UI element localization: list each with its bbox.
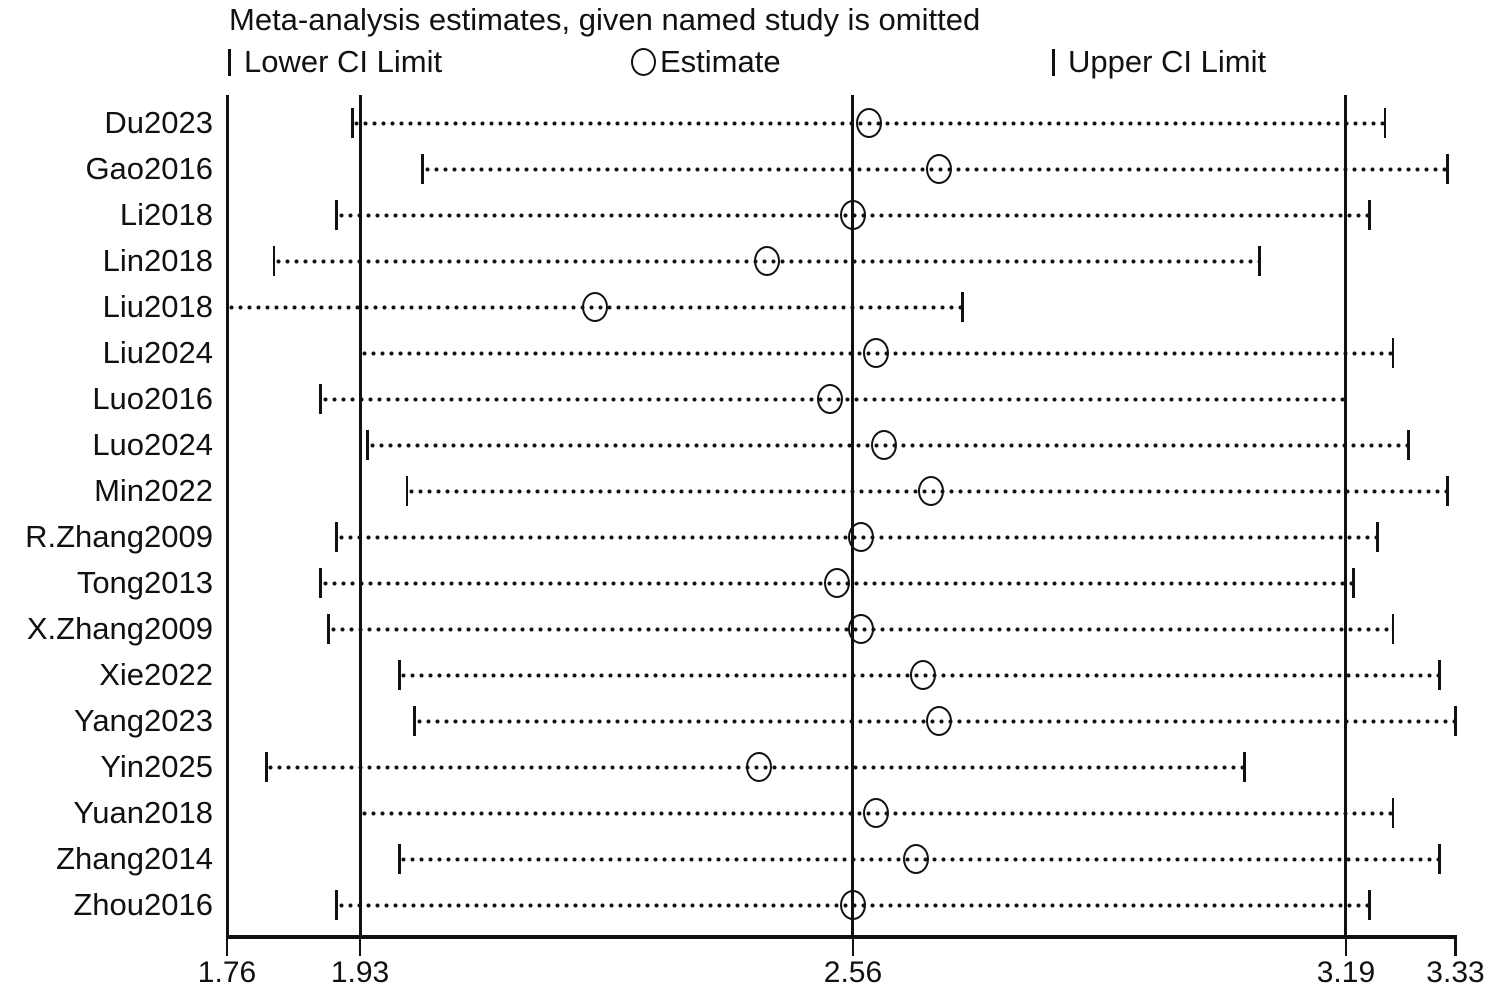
study-label: Luo2016: [92, 381, 213, 416]
upper-ci-tick: [1391, 614, 1395, 644]
reference-line-2.56: [851, 95, 855, 937]
lower-ci-tick: [397, 844, 401, 874]
estimate-marker: [824, 568, 851, 598]
lower-ci-tick: [264, 752, 268, 782]
lower-ci-tick: [319, 568, 323, 598]
study-label: Zhang2014: [56, 841, 213, 876]
estimate-marker: [847, 614, 874, 644]
lower-ci-tick: [335, 890, 338, 920]
upper-ci-tick: [1391, 338, 1395, 368]
lower-ci-tick: [358, 338, 362, 368]
estimate-marker: [918, 476, 945, 506]
study-label: Min2022: [94, 473, 213, 508]
x-axis-tick-label: 3.19: [1316, 956, 1376, 989]
chart-title: Meta-analysis estimates, given named stu…: [229, 2, 981, 37]
upper-ci-tick-icon: [1052, 48, 1055, 76]
lower-ci-tick: [335, 522, 338, 552]
study-label: Zhou2016: [73, 887, 213, 922]
legend-estimate-label: Estimate: [660, 44, 781, 79]
reference-line-1.93: [358, 95, 362, 937]
estimate-marker: [926, 154, 953, 184]
estimate-marker: [855, 108, 882, 138]
x-axis-tick: [1454, 938, 1457, 956]
lower-ci-tick: [397, 660, 401, 690]
upper-ci-tick: [1438, 660, 1442, 690]
study-label: Yuan2018: [73, 795, 213, 830]
study-label: Luo2024: [92, 427, 213, 462]
x-axis-line: [225, 935, 1457, 939]
lower-ci-tick: [319, 384, 323, 414]
upper-ci-tick: [1375, 522, 1379, 552]
reference-line-3.19: [1344, 95, 1348, 937]
lower-ci-tick: [225, 292, 229, 322]
lower-ci-tick-icon: [228, 48, 231, 76]
x-axis-tick: [1344, 938, 1348, 956]
study-label: X.Zhang2009: [26, 611, 213, 646]
study-label: Li2018: [119, 197, 213, 232]
study-label: Yang2023: [73, 703, 213, 738]
estimate-marker: [847, 522, 874, 552]
study-label: R.Zhang2009: [25, 519, 213, 554]
x-axis-tick: [851, 938, 855, 956]
upper-ci-tick: [961, 292, 964, 322]
x-axis-tick-label: 2.56: [823, 956, 883, 989]
x-axis-tick-label: 3.33: [1426, 956, 1485, 989]
upper-ci-tick: [1352, 568, 1356, 598]
lower-ci-tick: [413, 706, 417, 736]
lower-ci-tick: [327, 614, 331, 644]
study-label: Liu2024: [102, 335, 213, 370]
estimate-marker: [753, 246, 780, 276]
upper-ci-tick: [1368, 890, 1371, 920]
study-label: Tong2013: [76, 565, 213, 600]
study-label: Liu2018: [102, 289, 213, 324]
lower-ci-tick: [366, 430, 370, 460]
estimate-marker: [871, 430, 898, 460]
estimate-circle-icon: [631, 48, 656, 76]
legend-estimate: Estimate: [631, 44, 781, 80]
estimate-marker: [581, 292, 608, 322]
legend-upper-ci: Upper CI Limit: [1052, 44, 1266, 80]
estimate-marker: [839, 890, 866, 920]
lower-ci-tick: [350, 108, 354, 138]
study-label: Yin2025: [100, 749, 213, 784]
study-label: Gao2016: [85, 151, 213, 186]
estimate-marker: [863, 338, 890, 368]
lower-ci-tick: [421, 154, 425, 184]
estimate-marker: [746, 752, 773, 782]
upper-ci-tick: [1407, 430, 1410, 460]
lower-ci-tick: [358, 798, 362, 828]
upper-ci-tick: [1258, 246, 1262, 276]
reference-line-1.76: [225, 95, 229, 937]
estimate-marker: [816, 384, 843, 414]
legend-upper-ci-label: Upper CI Limit: [1068, 44, 1267, 79]
study-label: Xie2022: [99, 657, 213, 692]
lower-ci-tick: [272, 246, 276, 276]
upper-ci-tick: [1242, 752, 1246, 782]
study-label: Lin2018: [102, 243, 213, 278]
estimate-marker: [839, 200, 866, 230]
upper-ci-tick: [1344, 384, 1348, 414]
x-axis-tick: [358, 938, 362, 956]
upper-ci-tick: [1446, 154, 1450, 184]
estimate-marker: [926, 706, 953, 736]
estimate-marker: [902, 844, 929, 874]
x-axis-tick-label: 1.76: [197, 956, 257, 989]
x-axis-tick-label: 1.93: [330, 956, 390, 989]
upper-ci-tick: [1368, 200, 1371, 230]
x-axis-tick: [225, 938, 229, 956]
estimate-marker: [910, 660, 937, 690]
upper-ci-tick: [1383, 108, 1387, 138]
lower-ci-tick: [335, 200, 338, 230]
upper-ci-tick: [1454, 706, 1457, 736]
estimate-marker: [863, 798, 890, 828]
legend-lower-ci-label: Lower CI Limit: [244, 44, 443, 79]
legend-lower-ci: Lower CI Limit: [228, 44, 442, 80]
study-label: Du2023: [104, 105, 213, 140]
lower-ci-tick: [405, 476, 409, 506]
upper-ci-tick: [1391, 798, 1395, 828]
upper-ci-tick: [1438, 844, 1442, 874]
upper-ci-tick: [1446, 476, 1450, 506]
